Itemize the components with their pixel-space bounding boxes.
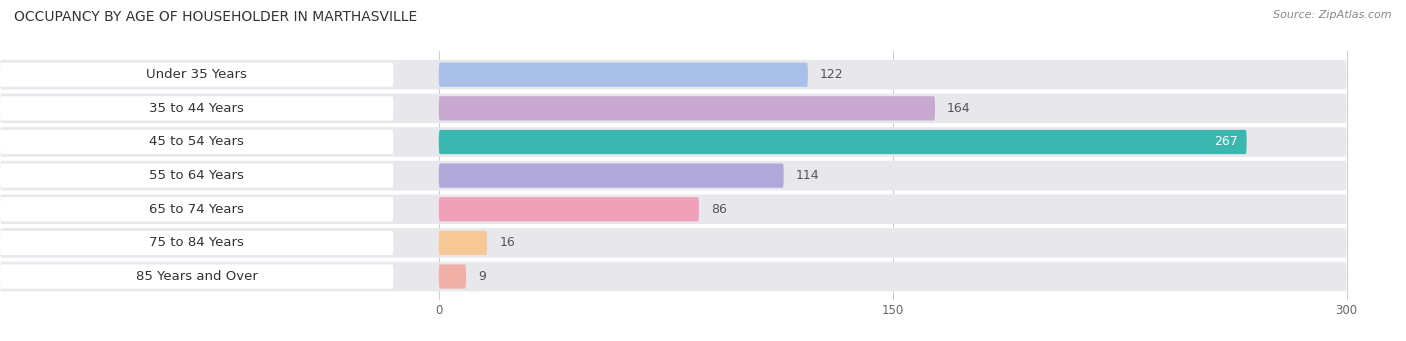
FancyBboxPatch shape — [0, 264, 394, 288]
Text: 75 to 84 Years: 75 to 84 Years — [149, 236, 245, 249]
FancyBboxPatch shape — [439, 96, 935, 120]
Text: OCCUPANCY BY AGE OF HOUSEHOLDER IN MARTHASVILLE: OCCUPANCY BY AGE OF HOUSEHOLDER IN MARTH… — [14, 10, 418, 24]
Text: Source: ZipAtlas.com: Source: ZipAtlas.com — [1274, 10, 1392, 20]
FancyBboxPatch shape — [439, 163, 783, 188]
Text: 45 to 54 Years: 45 to 54 Years — [149, 135, 245, 148]
Text: 267: 267 — [1213, 135, 1237, 148]
Text: 9: 9 — [478, 270, 486, 283]
Text: 35 to 44 Years: 35 to 44 Years — [149, 102, 245, 115]
Text: 164: 164 — [948, 102, 970, 115]
Text: 86: 86 — [711, 203, 727, 216]
FancyBboxPatch shape — [0, 231, 394, 255]
FancyBboxPatch shape — [439, 130, 1247, 154]
FancyBboxPatch shape — [0, 63, 394, 87]
FancyBboxPatch shape — [0, 60, 1347, 89]
FancyBboxPatch shape — [0, 93, 1347, 123]
FancyBboxPatch shape — [439, 231, 488, 255]
Text: 65 to 74 Years: 65 to 74 Years — [149, 203, 245, 216]
FancyBboxPatch shape — [0, 163, 394, 188]
FancyBboxPatch shape — [0, 194, 1347, 224]
FancyBboxPatch shape — [439, 264, 465, 288]
FancyBboxPatch shape — [0, 197, 394, 221]
FancyBboxPatch shape — [0, 130, 394, 154]
FancyBboxPatch shape — [0, 127, 1347, 157]
Text: 16: 16 — [499, 236, 515, 249]
FancyBboxPatch shape — [439, 197, 699, 221]
Text: 55 to 64 Years: 55 to 64 Years — [149, 169, 245, 182]
Text: Under 35 Years: Under 35 Years — [146, 68, 247, 81]
Text: 114: 114 — [796, 169, 820, 182]
Text: 85 Years and Over: 85 Years and Over — [136, 270, 257, 283]
FancyBboxPatch shape — [0, 161, 1347, 190]
FancyBboxPatch shape — [0, 262, 1347, 291]
FancyBboxPatch shape — [0, 96, 394, 120]
FancyBboxPatch shape — [439, 63, 808, 87]
FancyBboxPatch shape — [0, 228, 1347, 258]
Text: 122: 122 — [820, 68, 844, 81]
